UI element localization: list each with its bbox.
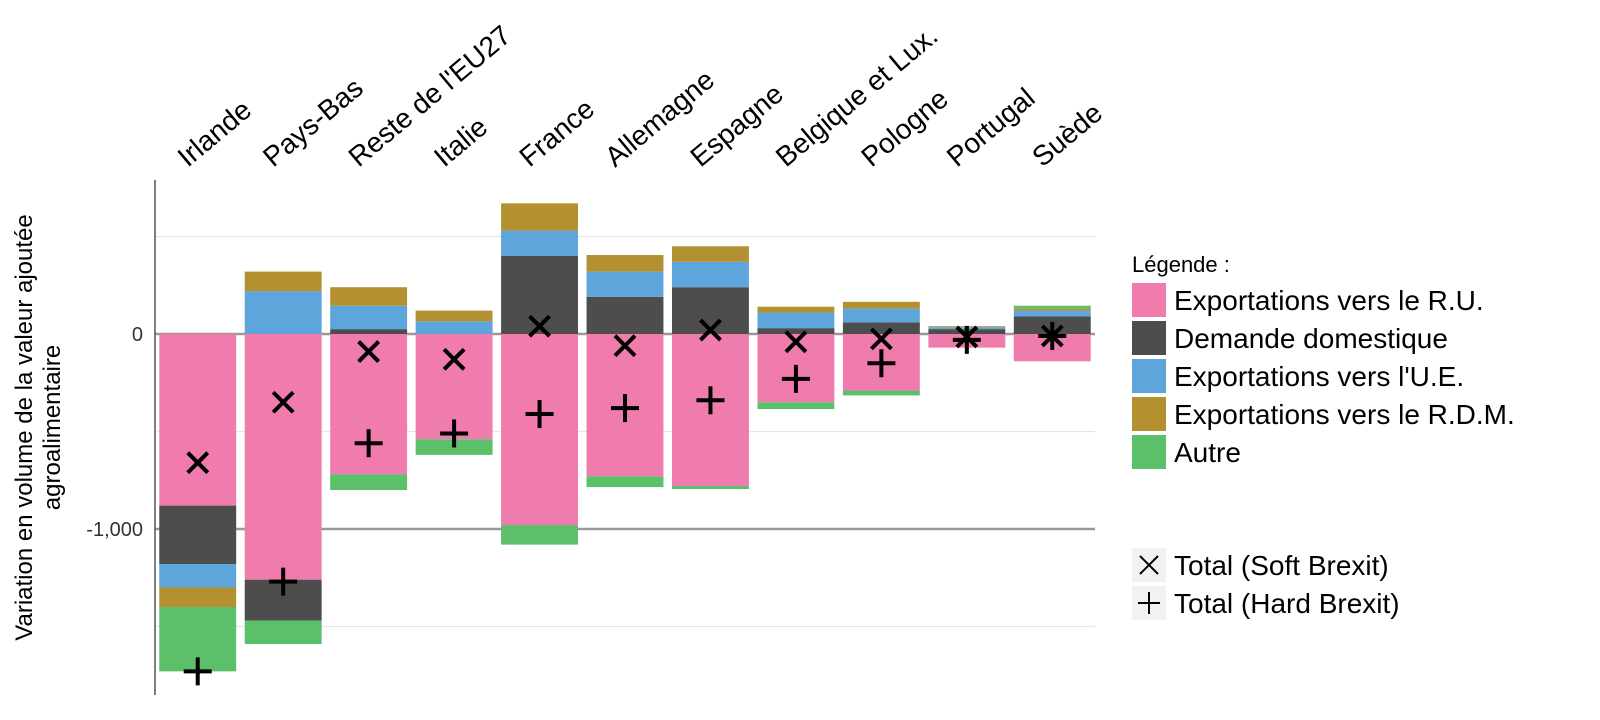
- bar-segment: [501, 525, 578, 545]
- legend-swatch: [1132, 435, 1166, 469]
- bar-segment: [586, 476, 664, 488]
- soft-brexit-marker: [869, 327, 893, 351]
- bar-segment: [586, 296, 664, 334]
- soft-brexit-marker: [784, 330, 808, 354]
- hard-brexit-marker: [611, 394, 639, 423]
- soft-brexit-marker: [186, 451, 210, 475]
- category-label: France: [513, 93, 600, 173]
- legend-marker: [1138, 592, 1160, 614]
- legend-label: Exportations vers l'U.E.: [1174, 361, 1464, 392]
- bar-segment: [330, 474, 408, 490]
- bar-segment: [159, 564, 237, 588]
- legend-label: Total (Soft Brexit): [1174, 550, 1389, 581]
- bar-segment: [672, 246, 749, 262]
- soft-brexit-marker: [699, 318, 722, 342]
- bar-segment: [842, 322, 920, 334]
- hard-brexit-marker: [1038, 321, 1067, 350]
- bar-segment: [757, 312, 835, 329]
- bar-segment: [1013, 305, 1091, 309]
- hard-brexit-marker: [354, 429, 383, 458]
- legend-label: Exportations vers le R.U.: [1174, 285, 1484, 316]
- bar-segment: [586, 271, 664, 297]
- soft-brexit-marker: [357, 340, 381, 363]
- soft-brexit-marker: [528, 314, 551, 338]
- legend-swatch: [1132, 283, 1166, 317]
- bar-segment: [330, 305, 408, 330]
- hard-brexit-marker: [525, 399, 554, 428]
- bar-segment: [330, 329, 408, 334]
- bar-segment: [159, 505, 237, 565]
- hard-brexit-marker: [952, 325, 981, 354]
- soft-brexit-marker: [442, 347, 466, 371]
- y-tick-label: 0: [132, 324, 143, 346]
- legend-swatch: [1132, 359, 1166, 393]
- bar-segment: [501, 256, 578, 334]
- legend-title: Légende :: [1132, 252, 1230, 277]
- category-label: Italie: [428, 111, 493, 173]
- bar-segment: [672, 486, 749, 490]
- marker-stroke: [869, 327, 893, 351]
- bar-segment: [757, 402, 835, 410]
- y-axis-title: Variation en volume de la valeur ajoutée: [11, 214, 38, 641]
- bar-segment: [159, 334, 237, 506]
- hard-brexit-marker: [781, 364, 810, 393]
- bar-segment: [842, 390, 920, 396]
- legend-swatch: [1132, 321, 1166, 355]
- bar-segment: [672, 287, 749, 334]
- bar-segment: [159, 587, 237, 607]
- hard-brexit-marker: [269, 567, 298, 596]
- category-label: Portugal: [941, 82, 1041, 173]
- legend-label: Demande domestique: [1174, 323, 1448, 354]
- marker-stroke: [271, 390, 295, 414]
- category-label: Suède: [1026, 97, 1108, 173]
- bar-segment: [501, 334, 578, 526]
- legend-label: Total (Hard Brexit): [1174, 588, 1400, 619]
- hard-brexit-marker: [440, 419, 469, 448]
- marker-stroke: [613, 334, 637, 358]
- legend-label: Autre: [1174, 437, 1241, 468]
- marker-stroke: [699, 318, 722, 342]
- bar-segment: [757, 328, 835, 334]
- bar-segment: [501, 203, 578, 231]
- bar-segment: [244, 620, 322, 645]
- marker-stroke: [528, 314, 551, 338]
- category-label: Irlande: [172, 94, 258, 173]
- hard-brexit-marker: [867, 349, 896, 378]
- soft-brexit-marker: [271, 390, 295, 414]
- y-axis-title: agroalimentaire: [39, 345, 66, 510]
- marker-stroke: [784, 330, 808, 354]
- marker-stroke: [442, 347, 466, 371]
- bar-segment: [672, 261, 749, 288]
- bar-segment: [1013, 310, 1091, 317]
- legend-label: Exportations vers le R.D.M.: [1174, 399, 1515, 430]
- bar-segment: [586, 255, 664, 272]
- legend-marker: [1139, 555, 1159, 575]
- bar-segment: [1013, 308, 1091, 311]
- hard-brexit-marker: [183, 657, 212, 686]
- bar-segment: [244, 334, 322, 580]
- marker-stroke: [186, 451, 210, 475]
- marker-stroke: [357, 340, 381, 363]
- soft-brexit-marker: [613, 334, 637, 358]
- bar-segment: [757, 306, 835, 313]
- bar-segment: [501, 230, 578, 256]
- bar-segment: [244, 291, 322, 334]
- bar-segment: [415, 321, 493, 334]
- y-tick-label: -1,000: [86, 519, 143, 541]
- bar-segment: [330, 287, 408, 306]
- bar-segment: [842, 301, 920, 309]
- legend-swatch: [1132, 397, 1166, 431]
- hard-brexit-marker: [696, 386, 725, 415]
- bar-segment: [244, 271, 322, 292]
- bar-segment: [415, 310, 493, 322]
- bar-segment: [842, 308, 920, 323]
- marker-stroke: [1139, 555, 1159, 575]
